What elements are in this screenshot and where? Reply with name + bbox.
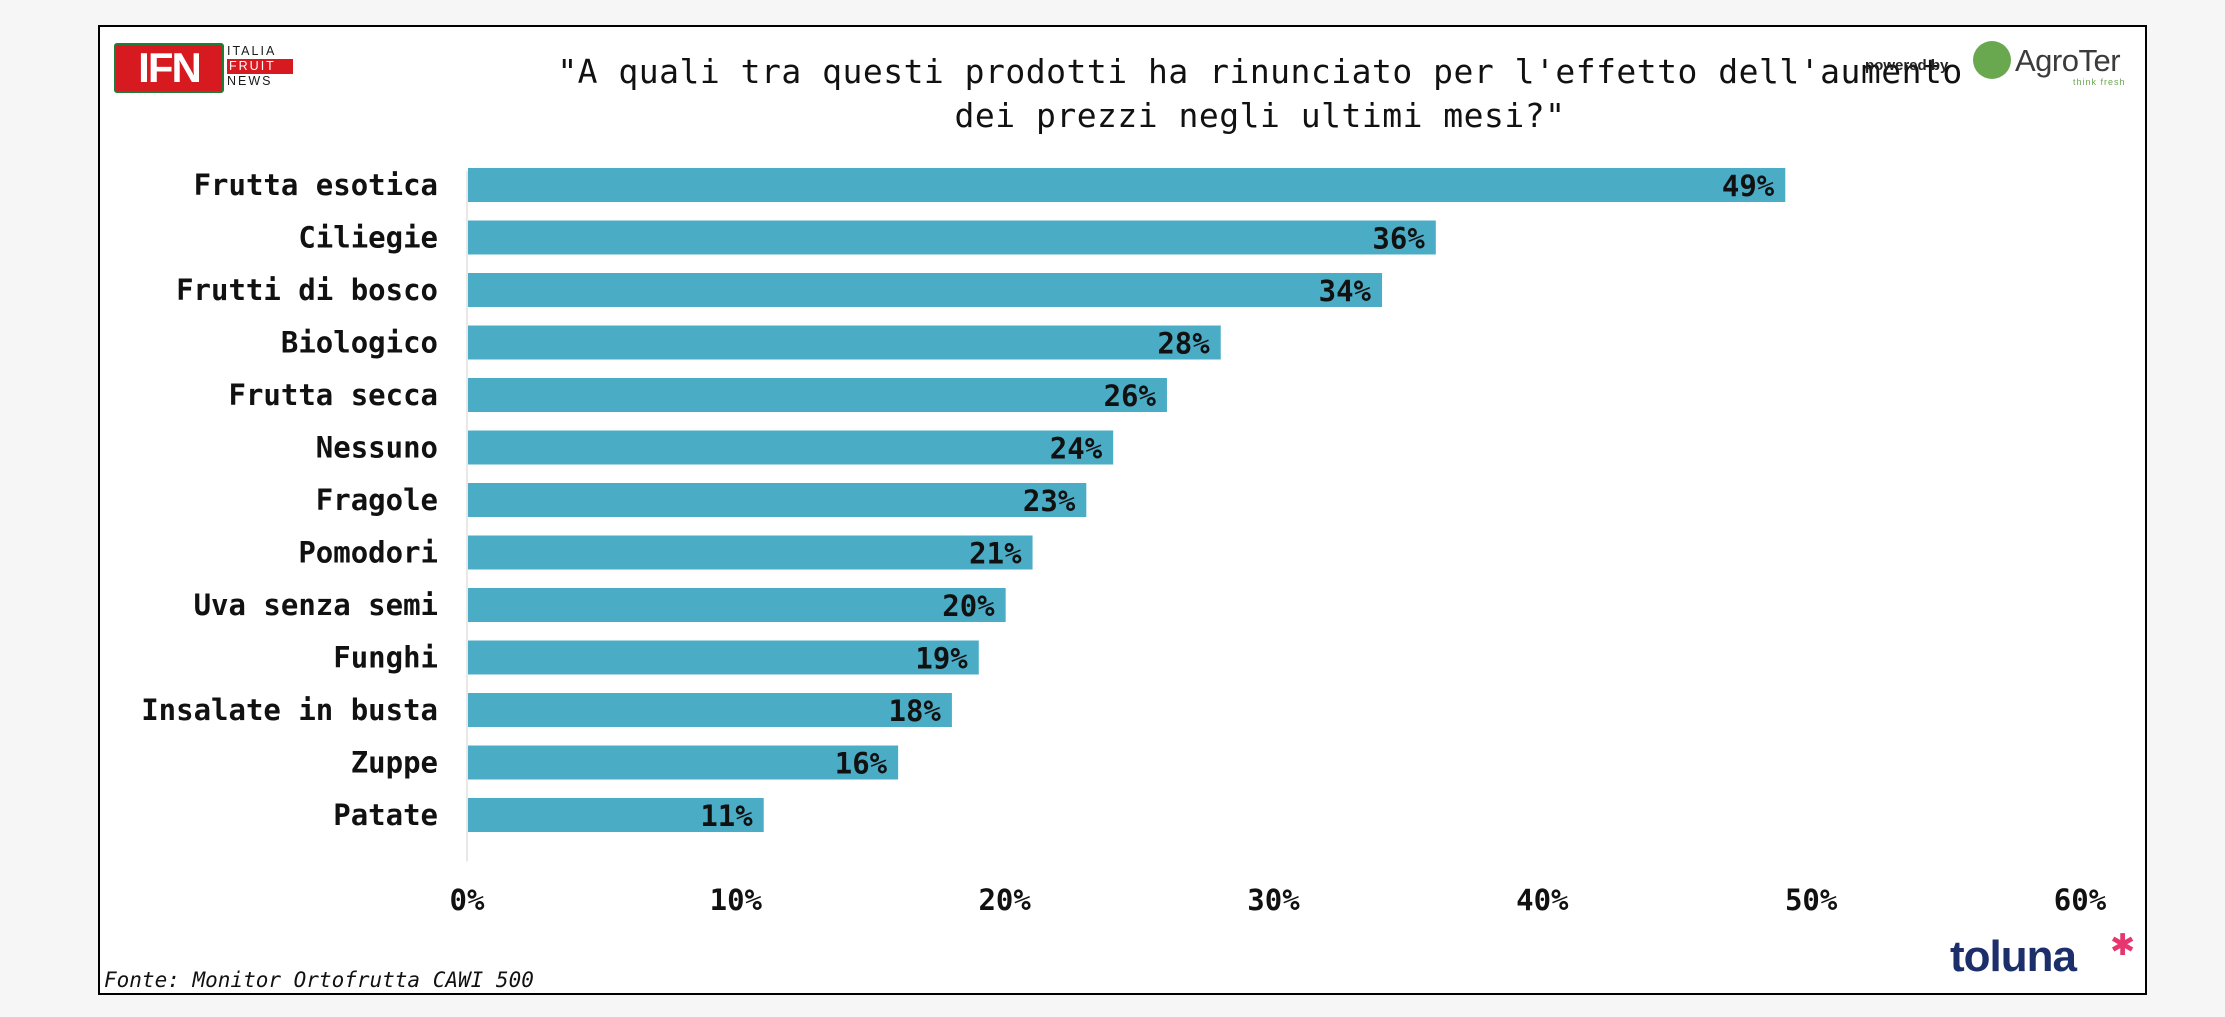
ifn-logo-line-3: NEWS [227, 74, 273, 88]
agroter-logo-name: AgroTer [2015, 43, 2121, 78]
data-label: 34% [1319, 274, 1372, 308]
data-label: 18% [889, 694, 942, 728]
category-label: Pomodori [298, 536, 438, 570]
data-label: 24% [1050, 432, 1103, 466]
bar [468, 378, 1167, 412]
ifn-logo-line-2: FRUIT [227, 59, 293, 74]
category-label: Uva senza semi [194, 588, 438, 622]
x-tick-label: 60% [2054, 883, 2107, 917]
category-label: Nessuno [316, 431, 438, 465]
chart-title: "A quali tra questi prodotti ha rinuncia… [460, 50, 2060, 138]
category-label: Fragole [316, 483, 438, 517]
category-label: Frutta esotica [194, 168, 438, 202]
bar [468, 168, 1786, 202]
agroter-logo: AgroTer think fresh [1973, 39, 2133, 87]
toluna-logo-name: toluna [1950, 932, 2077, 981]
bar [468, 325, 1221, 360]
bar [468, 798, 764, 832]
data-label: 26% [1104, 379, 1157, 413]
ifn-logo-line-1: ITALIA [227, 44, 277, 58]
chart-title-line-2: dei prezzi negli ultimi mesi?" [954, 96, 1566, 135]
bar [468, 588, 1006, 622]
bar [468, 745, 899, 780]
data-label: 28% [1157, 327, 1210, 361]
bar [468, 640, 979, 675]
data-label: 20% [942, 589, 995, 623]
category-label: Insalate in busta [141, 693, 438, 727]
category-label: Patate [333, 798, 438, 832]
category-label: Zuppe [351, 746, 438, 780]
x-tick-label: 0% [450, 883, 485, 917]
ifn-logo: IFN ITALIA FRUIT NEWS [114, 43, 294, 93]
category-label: Frutti di bosco [176, 273, 438, 307]
ifn-logo-text: ITALIA FRUIT NEWS [227, 44, 293, 89]
data-label: 23% [1023, 484, 1076, 518]
x-tick-label: 40% [1516, 883, 1569, 917]
tree-icon [1973, 41, 2011, 79]
category-label: Frutta secca [228, 378, 438, 412]
toluna-logo: toluna ✱ [1950, 928, 2140, 987]
data-label: 49% [1722, 169, 1775, 203]
x-tick-label: 10% [710, 883, 763, 917]
bar [468, 483, 1087, 517]
data-label: 16% [835, 747, 888, 781]
x-tick-label: 30% [1247, 883, 1300, 917]
chart-frame: IFN ITALIA FRUIT NEWS "A quali tra quest… [98, 25, 2147, 995]
category-label: Biologico [281, 326, 438, 360]
powered-by-label: powered by [1865, 57, 1949, 74]
agroter-logo-tagline: think fresh [2073, 77, 2126, 87]
data-label: 11% [700, 799, 753, 833]
data-label: 36% [1372, 222, 1425, 256]
bar [468, 535, 1033, 570]
category-label: Ciliegie [298, 221, 438, 255]
bar [468, 273, 1383, 307]
x-tick-label: 20% [978, 883, 1031, 917]
category-label: Funghi [333, 641, 438, 675]
data-label: 21% [969, 537, 1022, 571]
data-label: 19% [915, 642, 968, 676]
bar [468, 693, 952, 727]
bar [468, 430, 1114, 465]
bar-chart: Frutta esotica 49% Ciliegie 36% Frutti di bo… [141, 168, 2107, 917]
ifn-logo-mark: IFN [114, 43, 224, 93]
bar [468, 220, 1436, 255]
source-note: Fonte: Monitor Ortofrutta CAWI 500 [104, 968, 534, 992]
toluna-star-icon: ✱ [2110, 928, 2136, 963]
x-tick-label: 50% [1785, 883, 1838, 917]
chart-title-line-1: "A quali tra questi prodotti ha rinuncia… [557, 52, 1963, 91]
